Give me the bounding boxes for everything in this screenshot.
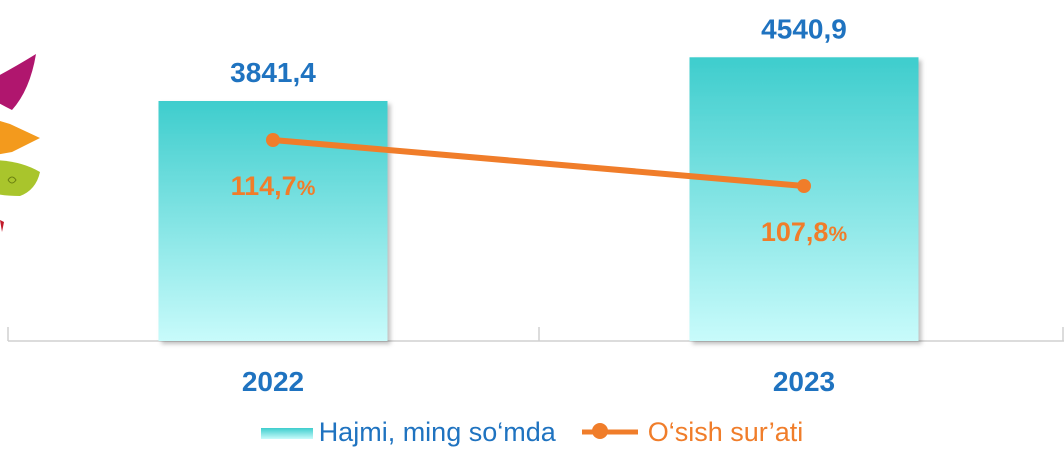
line-value-label-2023: 107,8%	[761, 217, 848, 247]
legend-line-swatch	[581, 423, 638, 439]
data-labels: 2022 2023 3841,4 4540,9 114,7% 107,8%	[230, 13, 847, 397]
line-point-2023	[797, 179, 811, 194]
flower-logo	[0, 54, 40, 232]
x-tick-label-2022: 2022	[242, 366, 304, 397]
bar-value-label-2022: 3841,4	[230, 57, 316, 88]
line-value-label-2022: 114,7%	[231, 171, 316, 201]
bar-2023	[689, 57, 919, 341]
chart: 2022 2023 3841,4 4540,9 114,7% 107,8%	[0, 13, 1064, 397]
bar-value-label-2023: 4540,9	[761, 13, 847, 44]
legend-line-label: O‘sish sur’ati	[647, 416, 804, 447]
line-point-2022	[266, 133, 280, 147]
line-series	[266, 133, 811, 194]
legend-bar-swatch	[260, 427, 313, 439]
legend-item-line: O‘sish sur’ati	[578, 416, 804, 448]
legend-bar-label: Hajmi, ming so‘mda	[318, 416, 556, 447]
legend: Hajmi, ming so‘mda O‘sish sur’ati	[0, 412, 1064, 452]
x-tick-label-2023: 2023	[773, 366, 835, 397]
legend-item-bar: Hajmi, ming so‘mda	[260, 416, 556, 448]
growth-line	[270, 137, 807, 190]
